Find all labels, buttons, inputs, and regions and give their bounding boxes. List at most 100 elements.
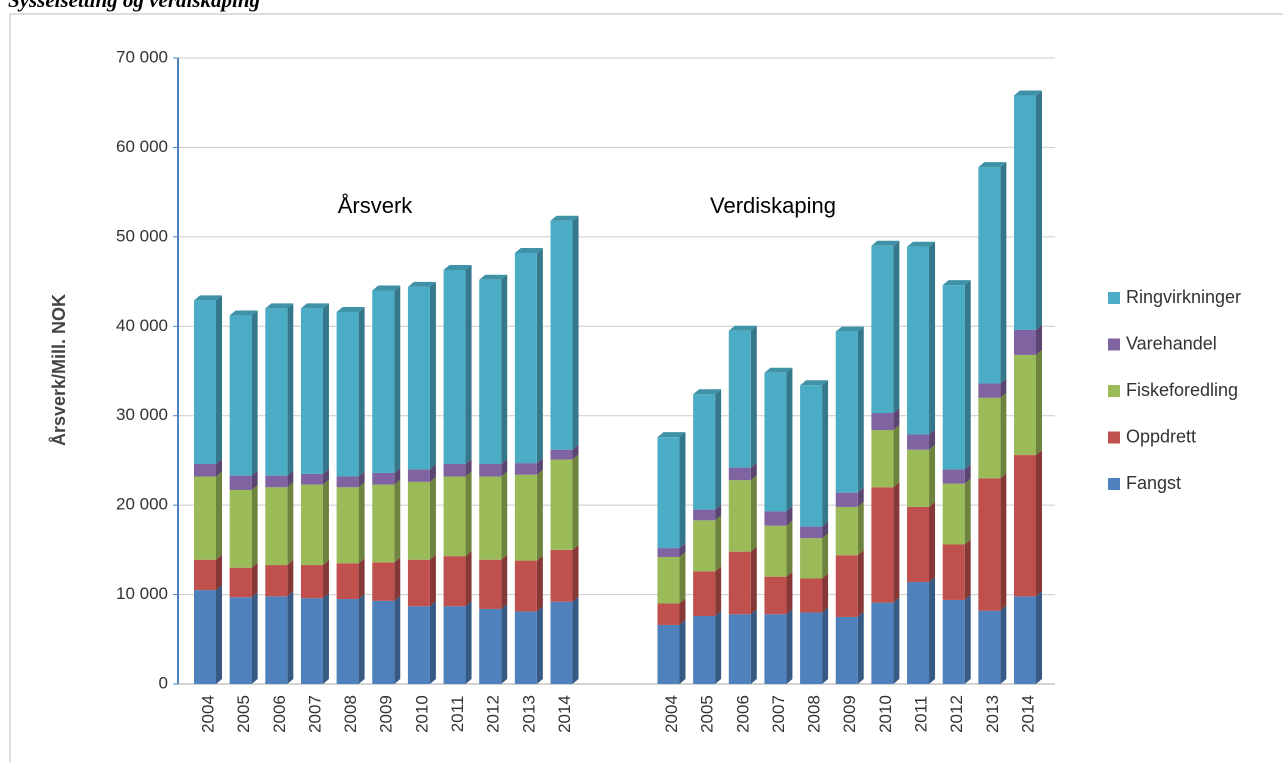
annotation: Årsverk <box>338 193 414 218</box>
bar-side <box>501 471 508 560</box>
bar-side <box>465 459 472 477</box>
bar <box>978 397 1001 479</box>
bar-side <box>822 380 829 527</box>
bar-side <box>322 303 329 474</box>
bar-side <box>822 533 829 579</box>
bar <box>1014 455 1036 597</box>
bar-side <box>679 619 686 684</box>
bar-side <box>964 280 971 470</box>
bar-side <box>929 429 936 450</box>
bar-side <box>1036 349 1042 456</box>
bar <box>407 559 430 607</box>
bar-side <box>679 552 686 604</box>
bar <box>550 459 573 550</box>
legend-swatch <box>1108 338 1120 351</box>
bar-side <box>750 325 757 468</box>
bar-side <box>287 591 294 684</box>
bar <box>907 582 930 684</box>
bar <box>407 606 430 684</box>
bar-side <box>893 597 900 684</box>
bar <box>407 481 430 560</box>
bar <box>657 557 680 604</box>
bar <box>336 563 359 600</box>
bar-side <box>786 520 793 577</box>
bar <box>407 469 430 482</box>
x-tick-label: 2005 <box>698 695 717 733</box>
bar <box>907 449 930 507</box>
y-tick-label: 30 000 <box>116 405 168 424</box>
bar <box>835 555 858 617</box>
bar <box>764 372 787 512</box>
bar <box>265 308 288 476</box>
bar <box>229 489 252 568</box>
bar-side <box>358 558 365 600</box>
bar <box>1014 95 1036 330</box>
bar <box>693 571 716 617</box>
bar <box>657 548 680 558</box>
bar-side <box>857 326 864 493</box>
bar <box>443 556 466 607</box>
bar <box>229 475 252 490</box>
bar-side <box>572 215 579 450</box>
bar-top <box>514 247 543 253</box>
bar-side <box>394 479 401 563</box>
bar <box>372 484 395 563</box>
bar-side <box>216 459 222 477</box>
bar <box>800 385 823 527</box>
bar <box>942 483 965 545</box>
bar-side <box>1000 378 1007 398</box>
bar <box>300 473 323 485</box>
bar-side <box>251 592 258 684</box>
bar-side <box>572 596 579 684</box>
bar <box>514 474 537 561</box>
bar-side <box>358 471 365 488</box>
bar <box>479 279 502 465</box>
bar-side <box>1036 591 1042 684</box>
bar <box>693 520 716 572</box>
bar <box>407 286 430 470</box>
x-tick-label: 2010 <box>876 695 895 733</box>
bar <box>1014 596 1036 684</box>
bar-side <box>251 310 258 476</box>
bar-side <box>322 593 329 684</box>
bar <box>194 559 216 591</box>
bar-side <box>750 462 757 481</box>
bar <box>728 551 751 615</box>
bar-side <box>572 444 579 460</box>
bar <box>942 599 965 684</box>
bar-side <box>786 506 793 526</box>
bar <box>764 511 787 526</box>
bar-side <box>750 475 757 552</box>
x-tick-label: 2008 <box>341 695 360 733</box>
bar <box>657 624 680 684</box>
x-tick-label: 2008 <box>805 695 824 733</box>
bar <box>300 484 323 566</box>
bar-side <box>893 408 900 431</box>
bar-side <box>857 487 864 507</box>
bar-side <box>394 467 401 485</box>
bar-side <box>501 274 508 465</box>
y-tick-label: 40 000 <box>116 316 168 335</box>
legend-label: Fangst <box>1126 473 1181 493</box>
bar-side <box>750 546 757 615</box>
bar <box>443 476 466 557</box>
bar-side <box>929 444 936 507</box>
bar <box>194 464 216 477</box>
bar <box>229 567 252 598</box>
bar <box>372 472 395 485</box>
chart-title: Sysselsetting og verdiskaping <box>8 0 260 12</box>
bar <box>871 245 894 414</box>
bar-side <box>715 504 722 521</box>
legend-swatch <box>1108 431 1120 444</box>
bar <box>300 308 323 474</box>
bar-side <box>216 585 222 684</box>
bar <box>693 509 716 521</box>
bar-side <box>786 571 793 615</box>
bar-side <box>429 464 436 482</box>
bar-side <box>679 432 686 549</box>
bar <box>835 492 858 507</box>
y-axis-label: Årsverk/Mill. NOK <box>49 294 69 446</box>
bar <box>693 394 716 510</box>
bar <box>835 616 858 684</box>
bar <box>942 469 965 484</box>
